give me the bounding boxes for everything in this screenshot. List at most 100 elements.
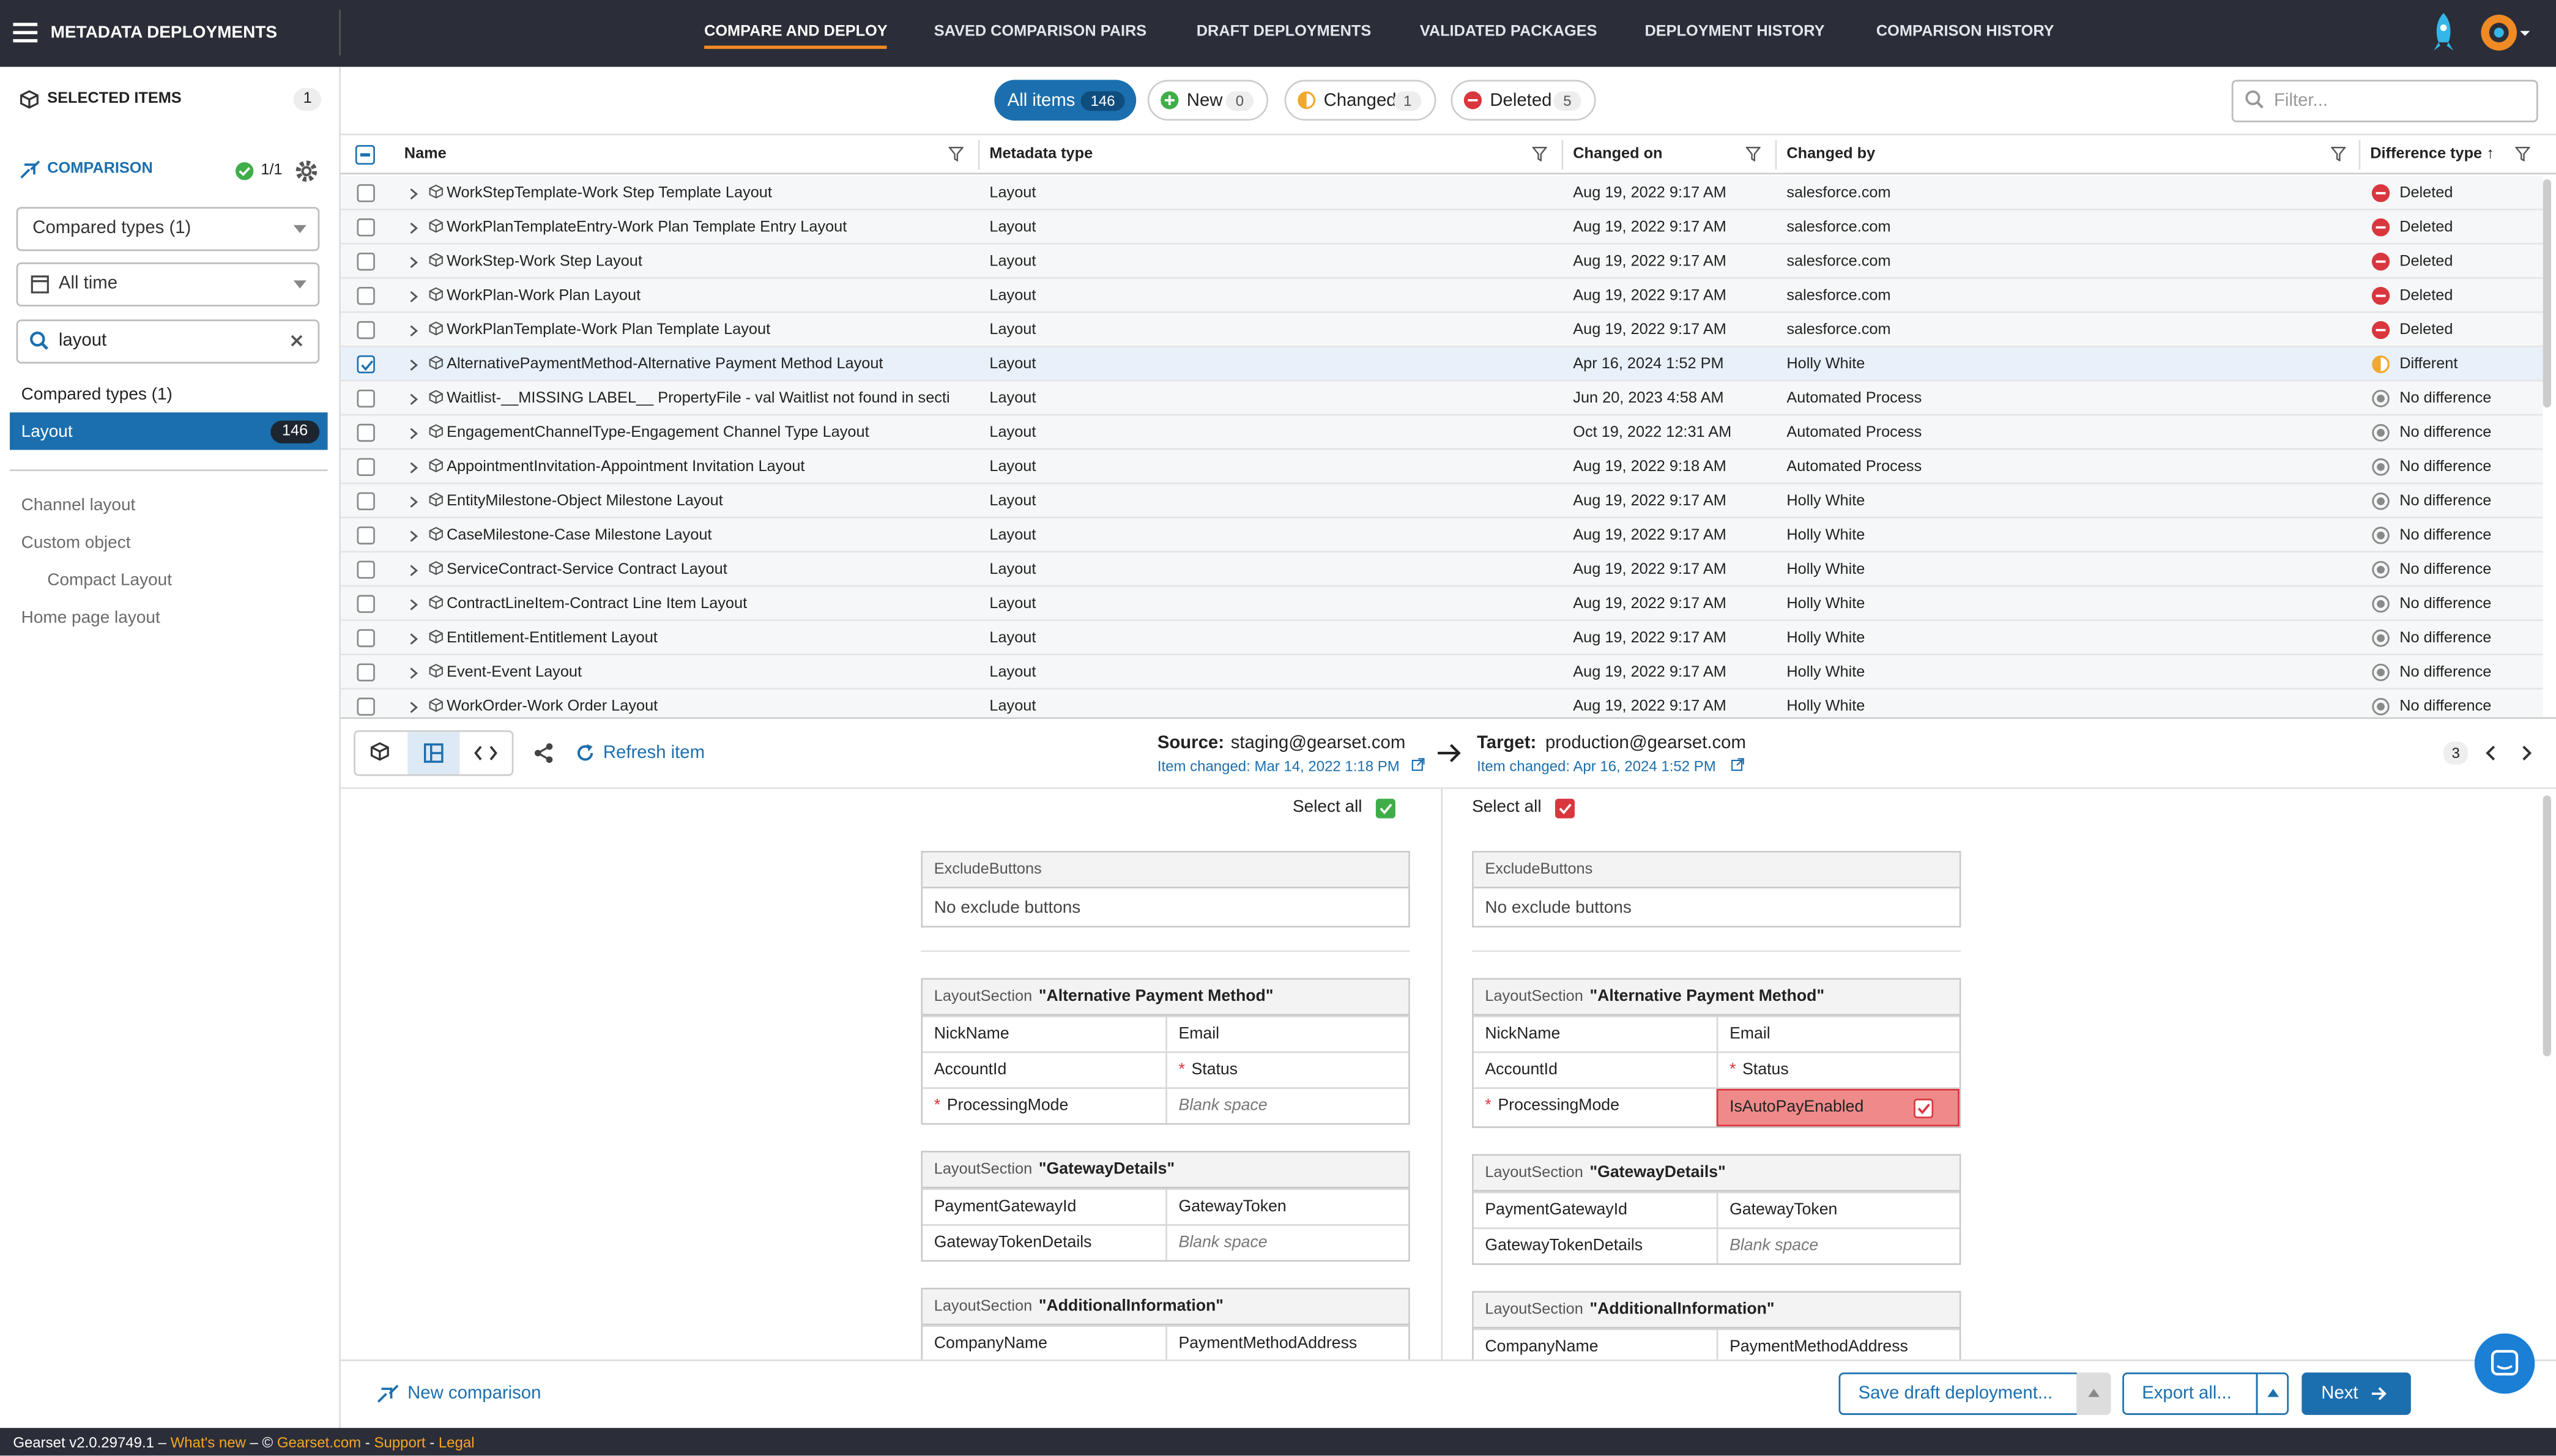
column-filter[interactable]	[2515, 147, 2530, 162]
layout-view-icon[interactable]	[424, 743, 444, 763]
prev-icon[interactable]	[2484, 745, 2497, 762]
external-link[interactable]	[1731, 758, 1744, 771]
status-link[interactable]: What's new	[171, 1435, 246, 1451]
expand-icon[interactable]	[409, 633, 419, 645]
expand-icon[interactable]	[409, 358, 419, 371]
row-checkbox[interactable]	[357, 697, 375, 715]
table-row[interactable]: WorkStepTemplate-Work Step Template Layo…	[341, 176, 2543, 210]
column-filter[interactable]	[1532, 147, 1547, 162]
nav-tab[interactable]: VALIDATED PACKAGES	[1420, 21, 1597, 44]
row-checkbox[interactable]	[357, 458, 375, 476]
expand-icon[interactable]	[409, 290, 419, 303]
expand-icon[interactable]	[409, 530, 419, 543]
column-header[interactable]: Difference type ↑	[2370, 143, 2494, 166]
tree-item[interactable]: Compact Layout	[47, 569, 172, 592]
row-checkbox[interactable]	[357, 253, 375, 270]
column-filter[interactable]	[949, 147, 964, 162]
table-row[interactable]: Event-Event LayoutLayoutAug 19, 2022 9:1…	[341, 655, 2543, 689]
table-row[interactable]: Entitlement-Entitlement LayoutLayoutAug …	[341, 621, 2543, 655]
field-checkbox[interactable]	[1914, 1099, 1933, 1118]
row-checkbox[interactable]	[357, 630, 375, 647]
new-comparison[interactable]: New comparison	[407, 1383, 541, 1405]
status-link[interactable]: Legal	[439, 1435, 475, 1451]
section-header: LayoutSection"GatewayDetails"	[1474, 1156, 1960, 1192]
external-link[interactable]	[1411, 758, 1424, 771]
column-header[interactable]: Changed by	[1786, 143, 1875, 166]
expand-icon[interactable]	[409, 667, 419, 680]
nav-tab[interactable]: SAVED COMPARISON PAIRS	[934, 21, 1146, 44]
row-checkbox[interactable]	[357, 492, 375, 510]
table-row[interactable]: ServiceContract-Service Contract LayoutL…	[341, 552, 2543, 587]
table-row[interactable]: WorkPlanTemplate-Work Plan Template Layo…	[341, 313, 2543, 347]
account-icon[interactable]	[2478, 12, 2530, 54]
column-filter[interactable]	[2331, 147, 2346, 162]
refresh-icon[interactable]	[576, 743, 595, 763]
table-row[interactable]: EntityMilestone-Object Milestone LayoutL…	[341, 484, 2543, 518]
status-link[interactable]: Support	[374, 1435, 426, 1451]
row-checkbox[interactable]	[357, 390, 375, 407]
select-all-label[interactable]: Select all	[1472, 795, 1542, 818]
expand-icon[interactable]	[409, 427, 419, 440]
table-row[interactable]: WorkOrder-Work Order LayoutLayoutAug 19,…	[341, 689, 2543, 717]
expand-icon[interactable]	[409, 564, 419, 577]
chat-button[interactable]	[2475, 1334, 2535, 1394]
table-row[interactable]: WorkPlan-Work Plan LayoutLayoutAug 19, 2…	[341, 279, 2543, 313]
expand-icon[interactable]	[409, 256, 419, 269]
tree-item[interactable]: Custom object	[21, 532, 131, 554]
nav-tab[interactable]: DEPLOYMENT HISTORY	[1645, 21, 1825, 44]
component-view-icon[interactable]	[370, 741, 390, 761]
row-checkbox[interactable]	[357, 424, 375, 442]
tree-item[interactable]: Home page layout	[21, 606, 160, 629]
expand-icon[interactable]	[409, 187, 419, 200]
nav-tab[interactable]: DRAFT DEPLOYMENTS	[1197, 21, 1371, 44]
column-header[interactable]: Metadata type	[989, 143, 1093, 166]
rocket-icon[interactable]	[2429, 12, 2458, 54]
row-checkbox[interactable]	[357, 184, 375, 202]
row-checkbox[interactable]	[357, 663, 375, 681]
select-all-checkbox[interactable]	[1555, 799, 1575, 819]
code-view-icon[interactable]	[474, 743, 497, 763]
status-link[interactable]: Gearset.com	[277, 1435, 361, 1451]
tree-item[interactable]: Channel layout	[21, 494, 136, 516]
row-checkbox[interactable]	[357, 527, 375, 544]
types-heading: Compared types (1)	[21, 383, 173, 406]
nav-tab[interactable]: COMPARISON HISTORY	[1876, 21, 2054, 44]
share-icon[interactable]	[533, 741, 554, 764]
section-row: PaymentGatewayIdGatewayToken	[923, 1188, 1408, 1224]
expand-icon[interactable]	[409, 701, 419, 714]
table-row[interactable]: AlternativePaymentMethod-Alternative Pay…	[341, 347, 2543, 382]
table-row[interactable]: ContractLineItem-Contract Line Item Layo…	[341, 587, 2543, 621]
column-filter[interactable]	[1746, 147, 1761, 162]
expand-icon[interactable]	[409, 393, 419, 406]
select-all-label[interactable]: Select all	[1293, 795, 1362, 818]
refresh-button[interactable]: Refresh item	[603, 741, 705, 764]
expand-icon[interactable]	[409, 598, 419, 611]
column-header[interactable]: Name	[404, 143, 447, 166]
difference-icon	[2372, 184, 2390, 202]
status-separator: – ©	[246, 1435, 277, 1451]
table-row[interactable]: WorkStep-Work Step LayoutLayoutAug 19, 2…	[341, 245, 2543, 279]
row-checkbox[interactable]	[357, 287, 375, 305]
clear-search[interactable]	[290, 334, 303, 347]
next-diff-icon[interactable]	[2520, 745, 2533, 762]
table-row[interactable]: Waitlist-__MISSING LABEL__ PropertyFile …	[341, 382, 2543, 416]
table-row[interactable]: WorkPlanTemplateEntry-Work Plan Template…	[341, 210, 2543, 245]
menu-icon[interactable]	[13, 21, 37, 44]
settings-icon[interactable]	[295, 160, 318, 182]
table-row[interactable]: AppointmentInvitation-Appointment Invita…	[341, 450, 2543, 484]
table-row[interactable]: CaseMilestone-Case Milestone LayoutLayou…	[341, 518, 2543, 552]
column-header[interactable]: Changed on	[1573, 143, 1662, 166]
expand-icon[interactable]	[409, 324, 419, 337]
expand-icon[interactable]	[409, 496, 419, 508]
expand-icon[interactable]	[409, 461, 419, 474]
select-all-checkbox[interactable]	[1376, 799, 1395, 819]
row-checkbox[interactable]	[357, 218, 375, 236]
expand-icon[interactable]	[409, 221, 419, 234]
table-row[interactable]: EngagementChannelType-Engagement Channel…	[341, 415, 2543, 450]
row-checkbox[interactable]	[357, 355, 375, 373]
row-checkbox[interactable]	[357, 595, 375, 613]
row-checkbox[interactable]	[357, 321, 375, 339]
nav-tab[interactable]: COMPARE AND DEPLOY	[704, 21, 888, 49]
field-name: Blank space	[1178, 1234, 1267, 1252]
row-checkbox[interactable]	[357, 561, 375, 579]
